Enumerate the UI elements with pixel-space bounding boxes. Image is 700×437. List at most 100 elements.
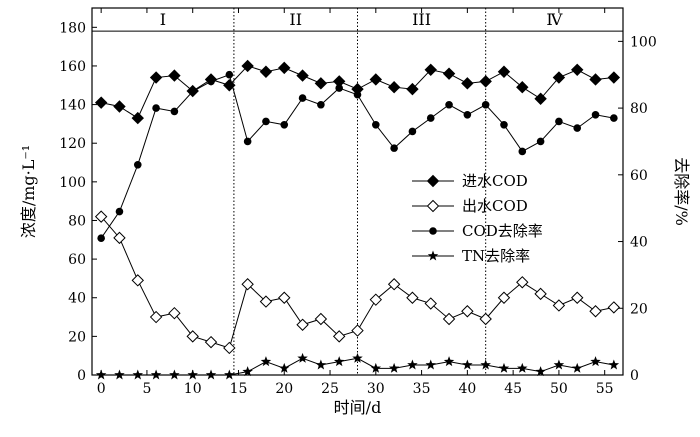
data-point <box>353 90 362 99</box>
phase-layer: I II III Ⅳ <box>92 8 623 375</box>
series <box>97 70 618 243</box>
data-point <box>131 274 144 287</box>
y-left-axis-title: 浓度/mg·L⁻¹ <box>19 145 38 238</box>
y-left-tick-label: 160 <box>59 59 86 75</box>
data-point <box>461 305 474 318</box>
data-point <box>536 137 545 146</box>
data-point <box>610 114 618 122</box>
data-point <box>225 70 234 79</box>
data-point <box>259 65 273 78</box>
data-point <box>445 100 453 109</box>
y-left-tick-label: 20 <box>68 329 86 345</box>
data-point <box>170 107 179 116</box>
data-point <box>552 299 566 312</box>
data-point <box>589 305 602 318</box>
x-tick-label: 50 <box>550 381 568 397</box>
legend-label: 进水COD <box>462 172 528 190</box>
data-point <box>133 161 142 169</box>
data-point <box>390 144 398 152</box>
phase-label: III <box>412 10 431 29</box>
data-point <box>479 75 492 88</box>
data-point <box>571 63 584 77</box>
data-point <box>461 77 474 90</box>
legend-label: COD去除率 <box>462 222 543 240</box>
data-point <box>517 362 528 373</box>
data-point <box>315 359 327 370</box>
data-point <box>387 278 401 291</box>
data-point <box>516 80 529 94</box>
data-point <box>168 306 181 320</box>
data-point <box>607 71 621 84</box>
data-point <box>131 111 144 125</box>
data-point <box>500 120 508 129</box>
data-point <box>279 362 290 373</box>
series <box>94 210 621 355</box>
data-point <box>498 362 510 373</box>
x-tick-label: 0 <box>97 381 106 397</box>
y-left-tick-label: 60 <box>68 252 86 268</box>
data-point <box>372 120 380 129</box>
phase-label: Ⅳ <box>546 10 563 29</box>
data-point <box>168 69 181 82</box>
y-left-tick-label: 0 <box>77 368 86 384</box>
data-point <box>429 227 437 235</box>
y-left-tick-label: 100 <box>59 175 86 191</box>
data-point <box>407 359 418 370</box>
data-point <box>608 359 620 370</box>
data-point <box>297 352 308 363</box>
data-point <box>204 335 218 349</box>
data-point <box>259 295 273 308</box>
data-point <box>296 69 309 82</box>
data-point <box>369 73 383 86</box>
data-point <box>426 199 440 213</box>
data-point <box>280 120 289 129</box>
data-point <box>186 330 199 343</box>
data-point <box>94 96 108 109</box>
data-point <box>298 94 307 102</box>
data-point <box>207 77 215 86</box>
data-point <box>497 65 511 78</box>
data-point <box>333 356 345 367</box>
y-left-tick-label: 40 <box>68 291 86 307</box>
data-point <box>555 117 563 126</box>
data-point <box>424 297 437 310</box>
data-point <box>535 366 546 377</box>
data-point <box>442 312 456 326</box>
data-point <box>314 77 328 90</box>
x-tick-label: 10 <box>184 381 202 397</box>
data-point <box>481 100 490 109</box>
data-point <box>115 207 124 216</box>
data-point <box>534 92 547 105</box>
data-point <box>463 110 472 119</box>
data-point <box>388 362 400 373</box>
data-point <box>425 359 436 370</box>
data-point <box>243 137 252 146</box>
data-point <box>113 231 126 245</box>
x-tick-label: 20 <box>275 381 293 397</box>
phase-label: II <box>289 10 302 29</box>
data-point <box>113 100 126 113</box>
data-point <box>262 117 270 126</box>
data-point <box>369 293 383 306</box>
data-point <box>442 67 456 80</box>
data-point <box>518 147 527 156</box>
axis-layer: 0 5 10 15 20 25 30 35 40 45 50 55 0 20 40 60 80 100 120 140… <box>19 7 691 417</box>
data-point <box>223 341 236 355</box>
data-point <box>553 359 565 370</box>
data-point <box>552 71 566 84</box>
data-point <box>479 312 492 326</box>
data-point <box>241 59 254 73</box>
data-point <box>278 291 291 304</box>
data-point <box>424 63 437 77</box>
x-tick-label: 45 <box>504 381 522 397</box>
y-right-tick-label: 0 <box>630 368 639 384</box>
data-point <box>589 73 602 86</box>
data-point <box>260 356 272 367</box>
x-tick-label: 15 <box>230 381 248 397</box>
legend: 进水COD 出水COD COD去除率 TN去除率 <box>412 172 543 265</box>
y-right-tick-label: 40 <box>630 235 648 251</box>
data-point <box>406 291 419 304</box>
x-tick-label: 55 <box>596 381 614 397</box>
data-point <box>497 291 511 304</box>
data-point <box>426 174 440 188</box>
